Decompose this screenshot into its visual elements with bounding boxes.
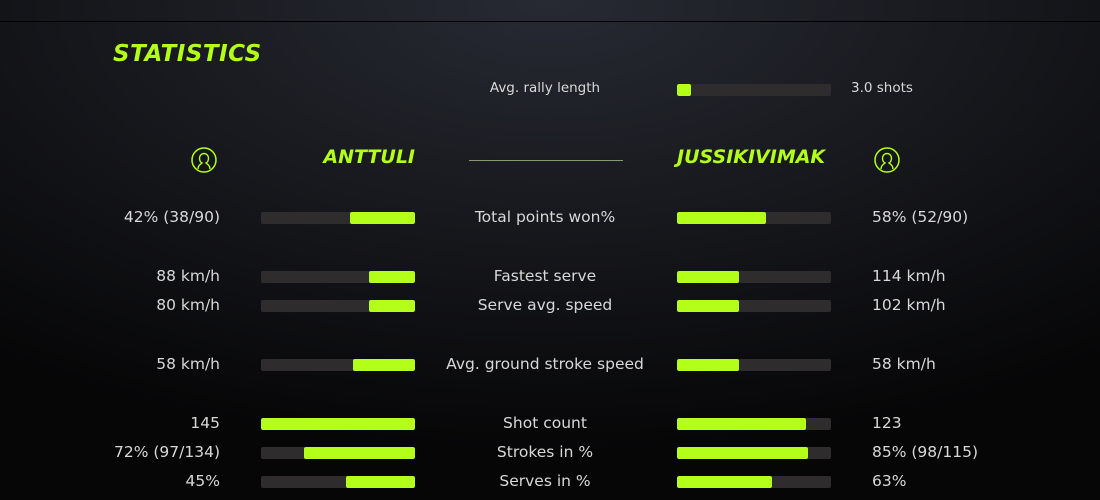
stat-left-value: 42% (38/90) [123, 208, 220, 226]
stat-right-bar-fill [677, 418, 807, 430]
top-divider [0, 21, 1100, 22]
stat-label: Serve avg. speed [477, 296, 613, 314]
stat-left-bar [261, 300, 415, 312]
stat-left-value: 145 [190, 414, 220, 432]
stat-right-value: 58 km/h [872, 355, 936, 373]
stat-right-bar [677, 447, 831, 459]
stat-right-value: 123 [872, 414, 902, 432]
user-circle-icon [874, 147, 900, 173]
stat-label: Shot count [503, 414, 587, 432]
player-right-name: JUSSIKIVIMAK [677, 146, 826, 168]
stat-left-bar-fill [345, 476, 415, 488]
stat-right-bar-fill [677, 359, 739, 371]
stat-right-bar [677, 418, 831, 430]
stat-right-bar-fill [677, 271, 739, 283]
stat-left-bar [261, 476, 415, 488]
stat-label: Strokes in % [496, 443, 594, 461]
user-circle-icon [191, 147, 217, 173]
stat-right-value: 63% [872, 472, 907, 490]
stat-right-bar-fill [677, 300, 739, 312]
rally-value: 3.0 shots [851, 80, 913, 96]
stat-right-bar [677, 271, 831, 283]
rally-bar [677, 84, 831, 96]
stat-left-value: 88 km/h [156, 267, 220, 285]
stat-right-bar-fill [677, 476, 773, 488]
stat-right-bar [677, 212, 831, 224]
stat-left-bar [261, 418, 415, 430]
player-left-name: ANTTULI [323, 146, 415, 168]
stat-right-bar-fill [677, 212, 767, 224]
stat-left-value: 45% [185, 472, 220, 490]
rally-bar-fill [677, 84, 691, 96]
rally-label: Avg. rally length [489, 80, 601, 96]
stat-right-bar [677, 359, 831, 371]
stat-right-value: 85% (98/115) [872, 443, 979, 461]
stat-label: Total points won% [474, 208, 616, 226]
stat-left-value: 80 km/h [156, 296, 220, 314]
stat-left-bar-fill [261, 418, 415, 430]
page-title: STATISTICS [113, 41, 262, 67]
stat-right-value: 102 km/h [872, 296, 946, 314]
stat-right-bar [677, 476, 831, 488]
stat-right-value: 114 km/h [872, 267, 946, 285]
stat-left-bar [261, 359, 415, 371]
stat-left-bar [261, 212, 415, 224]
stat-left-bar [261, 447, 415, 459]
stat-left-bar [261, 271, 415, 283]
vs-divider [469, 160, 623, 161]
stat-left-bar-fill [353, 359, 415, 371]
stat-label: Serves in % [499, 472, 591, 490]
stat-left-bar-fill [350, 212, 415, 224]
stat-left-bar-fill [368, 300, 415, 312]
stat-label: Fastest serve [493, 267, 597, 285]
stat-right-bar-fill [677, 447, 808, 459]
stat-left-value: 58 km/h [156, 355, 220, 373]
stat-left-value: 72% (97/134) [113, 443, 220, 461]
stat-label: Avg. ground stroke speed [446, 355, 644, 373]
stat-right-bar [677, 300, 831, 312]
stat-left-bar-fill [304, 447, 415, 459]
stat-right-value: 58% (52/90) [872, 208, 969, 226]
stat-left-bar-fill [368, 271, 415, 283]
